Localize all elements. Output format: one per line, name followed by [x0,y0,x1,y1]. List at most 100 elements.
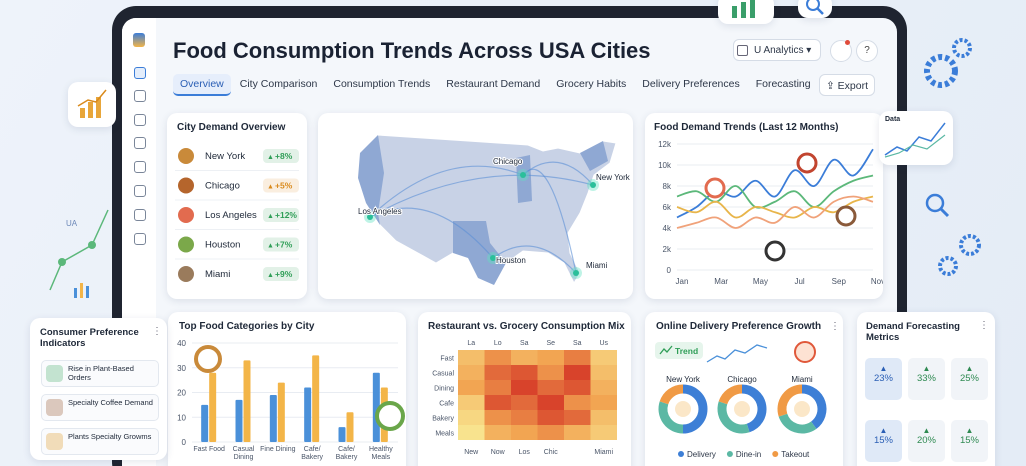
heat-cell [511,350,538,365]
nav-icon[interactable] [134,90,146,102]
sparkline [706,344,768,363]
menu-icon: ⋮ [979,320,989,331]
heat-cell [458,365,485,380]
metric-arrow: ▲ [879,426,888,435]
tab[interactable]: Delivery Preferences [642,78,740,90]
nav-icon[interactable] [134,114,146,126]
nav-icon[interactable] [134,209,146,221]
food-icon [764,240,786,262]
donut-label: Miami [791,375,813,384]
tab[interactable]: Overview [173,74,231,96]
bar [277,382,285,442]
indicator-icon [46,365,63,382]
change-value: +9% [275,269,293,279]
indicator-icon [46,399,63,416]
change-badge [263,208,299,222]
heat-cell [590,395,617,410]
change-arrow: ▲ [267,272,274,279]
menu-icon: ⋮ [152,326,162,337]
indicator-icon [46,433,63,450]
city-dot [520,172,526,178]
trend-panel: Food Demand Trends (Last 12 Months) 0 2k 4k… [645,113,883,299]
metric-value: 15% [873,435,893,446]
heat-cell [511,365,538,380]
route-arc [369,207,494,259]
metric-arrow: ▲ [879,364,888,373]
tab[interactable]: Restaurant Demand [446,78,541,90]
tab[interactable]: Grocery Habits [556,78,627,90]
x-tick-label: Nov [871,277,883,286]
route-arc [522,168,577,274]
legend-swatch [726,451,733,457]
x-tick-label: Fast Food [193,446,225,453]
chart-icon [77,89,107,118]
nav-icon[interactable] [134,185,146,197]
y-tick-label: 10 [177,413,186,422]
tab[interactable]: City Comparison [239,78,318,90]
city-name: Miami [205,269,230,280]
metric-arrow: ▲ [965,364,974,373]
heat-cell [564,425,591,440]
heat-cell [564,380,591,395]
city-label: New York [596,173,631,182]
tab[interactable]: Consumption Trends [333,78,431,90]
x-tick-label: New [464,449,479,456]
nav-icon[interactable] [134,161,146,173]
city-dot [590,182,596,188]
account-label: U Analytics [754,45,804,56]
panel-title: City Demand Overview [177,122,286,133]
row-label: Casual [432,371,454,378]
y-tick-label: 2k [663,245,672,254]
map-panel: Chicago New York Los Angeles Houston Miami [318,113,633,299]
delivery-panel: Online Delivery Preference Growth ⋮ Trend N… [645,312,843,466]
metric-value: 25% [959,373,979,384]
metric-tile: ▲ 25% [951,358,988,400]
sparkline [884,134,946,158]
food-icon [835,205,857,227]
help-button[interactable]: ? [856,40,878,62]
export-label: Export [837,80,869,92]
change-arrow: ▲ [267,154,274,161]
heat-cell [484,380,511,395]
export-button[interactable]: ⇪ Export [819,74,875,96]
panel-title: Demand Forecasting Metrics [866,321,960,343]
trend-badge [655,342,703,359]
bar [235,399,243,442]
menu-icon: ⋮ [830,321,840,332]
food-icon [194,345,222,373]
panel-title: Top Food Categories by City [179,321,315,332]
nav-icon[interactable] [134,233,146,245]
change-value: +12% [275,210,297,220]
y-tick-label: 8k [663,182,672,191]
bell-button[interactable] [830,40,852,62]
panel-title: Online Delivery Preference Growth [656,321,821,332]
data-card: Data [879,111,953,165]
indicator-item: Plants Specialty Growms [41,428,159,455]
donut-icon [734,401,750,417]
metric-tile: ▲ 15% [951,420,988,462]
nav-icon[interactable] [134,137,146,149]
legend-swatch [678,451,684,457]
panel-canvas: Top Food Categories by City 0 10 20 30 40 [177,321,405,447]
line-series [676,195,874,229]
column-label: Lo [494,340,502,347]
us-map [357,134,617,286]
bar [269,394,277,442]
column-label: Se [546,340,555,347]
tab[interactable]: Forecasting [755,78,811,90]
heat-cell [537,425,564,440]
metric-tile: ▲ 20% [908,420,945,462]
metric-tile: ▲ 33% [908,358,945,400]
legend-swatch [772,451,779,457]
x-tick-label: Miami [594,449,613,456]
heat-cell [590,350,617,365]
donut-segment [741,384,767,433]
city-name: New York [205,151,245,162]
route-arc [369,174,594,218]
icon-card [68,82,116,127]
x-tick-label: Los [519,449,531,456]
column-label: Sa [520,340,529,347]
account-button[interactable]: U Analytics ▾ [733,39,821,61]
nav-icon[interactable] [134,67,146,79]
